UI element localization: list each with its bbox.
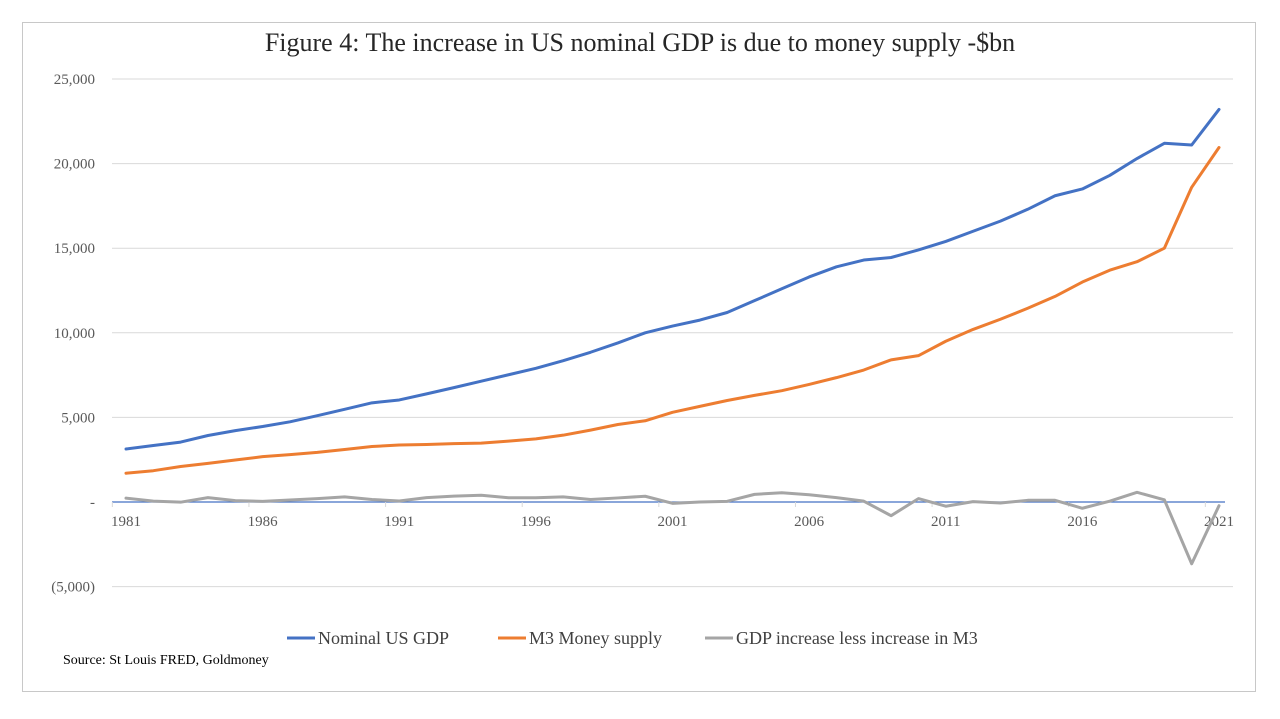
y-tick-label: 5,000 xyxy=(61,410,95,426)
series-line-1 xyxy=(124,107,1221,451)
legend-item: M3 Money supply xyxy=(498,628,662,648)
x-tick-label: 1986 xyxy=(248,514,279,530)
x-tick-label: 2011 xyxy=(931,514,960,530)
x-tick-label: 2001 xyxy=(658,514,688,530)
y-tick-label: - xyxy=(90,495,95,511)
legend-label: Nominal US GDP xyxy=(318,628,449,648)
y-tick-label: 15,000 xyxy=(54,241,95,257)
y-tick-label: 20,000 xyxy=(54,157,95,173)
chart-frame xyxy=(22,22,1256,692)
legend-item: GDP increase less increase in M3 xyxy=(705,628,978,648)
source-note: Source: St Louis FRED, Goldmoney xyxy=(63,653,269,668)
legend-label: M3 Money supply xyxy=(529,628,662,648)
x-tick-label: 2006 xyxy=(794,514,825,530)
y-tick-label: 10,000 xyxy=(54,326,95,342)
x-tick-label: 1991 xyxy=(384,514,414,530)
legend-item: Nominal US GDP xyxy=(287,628,449,648)
y-tick-label: 25,000 xyxy=(54,72,95,88)
x-tick-label: 1981 xyxy=(111,514,141,530)
x-tick-label: 2016 xyxy=(1067,514,1098,530)
x-tick-label: 1996 xyxy=(521,514,552,530)
x-tick-label: 2021 xyxy=(1204,514,1234,530)
chart-title: Figure 4: The increase in US nominal GDP… xyxy=(264,28,1016,57)
legend-label: GDP increase less increase in M3 xyxy=(736,628,978,648)
y-tick-label: (5,000) xyxy=(51,580,95,596)
